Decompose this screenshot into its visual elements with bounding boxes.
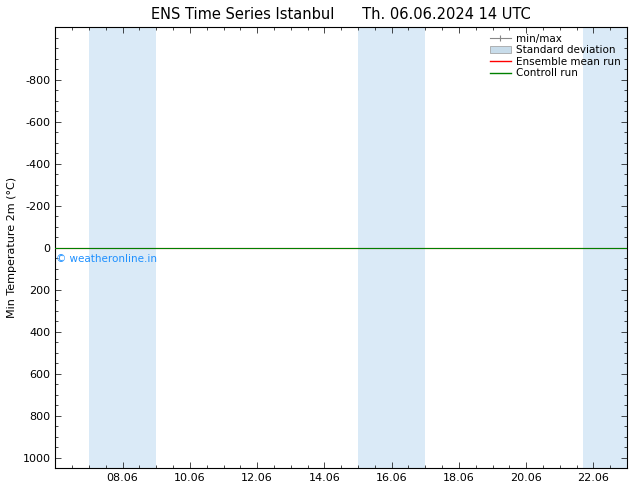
Bar (358, 27, 425, 468)
Text: © weatheronline.in: © weatheronline.in (56, 254, 157, 264)
Bar (89, 27, 156, 468)
Title: ENS Time Series Istanbul      Th. 06.06.2024 14 UTC: ENS Time Series Istanbul Th. 06.06.2024 … (152, 7, 531, 22)
Bar (583, 27, 627, 468)
Y-axis label: Min Temperature 2m (°C): Min Temperature 2m (°C) (7, 177, 17, 318)
Legend: min/max, Standard deviation, Ensemble mean run, Controll run: min/max, Standard deviation, Ensemble me… (487, 30, 624, 81)
